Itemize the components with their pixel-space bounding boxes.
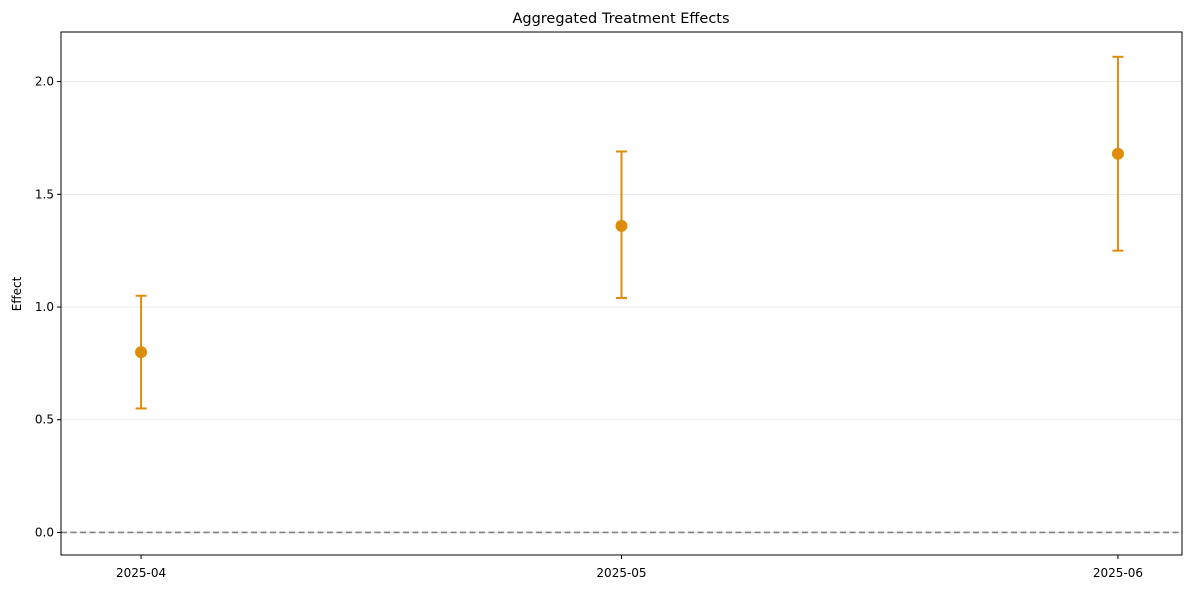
gridlines — [61, 81, 1182, 533]
y-axis-label: Effect — [10, 276, 24, 311]
y-tick-label: 1.5 — [35, 187, 54, 201]
y-tick-label: 1.0 — [35, 300, 54, 314]
x-tick-label: 2025-06 — [1093, 566, 1143, 580]
x-axis: 2025-04 2025-05 2025-06 — [116, 555, 1143, 580]
data-point — [1111, 147, 1124, 160]
chart-title: Aggregated Treatment Effects — [512, 11, 729, 27]
y-axis: 0.0 0.5 1.0 1.5 2.0 — [35, 75, 61, 539]
data-point — [135, 346, 148, 359]
x-tick-label: 2025-04 — [116, 566, 166, 580]
y-tick-label: 0.5 — [35, 413, 54, 427]
data-marks — [135, 55, 1124, 410]
x-tick-label: 2025-05 — [596, 566, 646, 580]
data-point — [615, 219, 628, 232]
y-tick-label: 0.0 — [35, 525, 54, 539]
y-tick-label: 2.0 — [35, 75, 54, 89]
